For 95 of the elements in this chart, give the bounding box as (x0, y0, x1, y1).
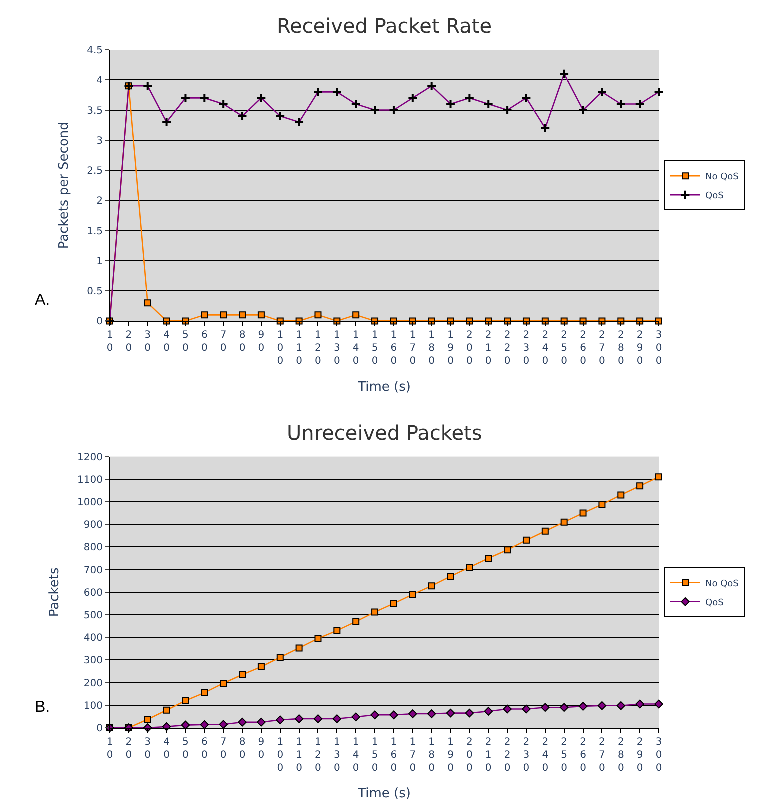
x-tick-label: 240 (542, 330, 549, 368)
x-tick-label: 300 (656, 330, 662, 368)
x-tick-label: 40 (164, 330, 170, 354)
y-tick-label: 1 (96, 256, 103, 268)
x-axis-title: Time (s) (357, 786, 411, 802)
y-tick-label: 100 (84, 700, 103, 712)
x-tick-label: 190 (448, 330, 454, 368)
x-tick-label: 170 (410, 737, 416, 774)
x-tick-label: 280 (618, 330, 624, 368)
x-tick-label: 250 (561, 737, 568, 774)
x-tick-label: 230 (523, 330, 530, 368)
x-tick-label: 80 (239, 737, 246, 761)
x-tick-label: 140 (352, 737, 360, 774)
y-tick-label: 400 (84, 633, 103, 644)
x-tick-label: 20 (126, 737, 132, 761)
x-tick-label: 220 (504, 737, 511, 774)
text: B. (35, 699, 50, 716)
y-tick-label: 3.5 (87, 106, 103, 117)
x-tick-label: 130 (334, 330, 340, 368)
x-tick-label: 30 (144, 330, 152, 354)
x-tick-label: 270 (599, 737, 606, 774)
x-tick-label: 290 (636, 737, 644, 774)
x-tick-label: 150 (372, 737, 378, 774)
x-tick-label: 200 (466, 737, 473, 774)
x-tick-label: 50 (182, 330, 189, 354)
y-tick-label: 1100 (78, 474, 103, 486)
x-tick-label: 250 (561, 330, 568, 368)
y-tick-label: 0 (96, 724, 103, 734)
chart-title: Received Packet Rate (277, 14, 492, 38)
x-tick-label: 30 (144, 737, 152, 761)
x-tick-label: 180 (428, 737, 436, 774)
x-tick-label: 230 (523, 737, 530, 774)
x-axis-title: Time (s) (357, 380, 411, 395)
x-tick-label: 100 (277, 330, 284, 368)
x-tick-label: 20 (126, 330, 132, 354)
text: A. (35, 292, 50, 309)
x-tick-label: 210 (485, 330, 492, 368)
x-tick-label: 140 (352, 330, 360, 368)
y-tick-label: 2 (96, 196, 103, 208)
x-tick-label: 220 (504, 330, 511, 368)
x-tick-label: 70 (220, 330, 227, 354)
y-tick-label: 800 (84, 542, 103, 554)
x-tick-label: 90 (258, 330, 265, 354)
x-tick-label: 160 (390, 330, 398, 368)
x-tick-label: 110 (296, 737, 302, 774)
legend-label: No QoS (705, 172, 740, 183)
x-tick-label: 240 (542, 737, 549, 774)
x-tick-label: 60 (201, 330, 208, 354)
x-tick-label: 10 (106, 737, 114, 761)
x-tick-label: 60 (201, 737, 208, 761)
legend-label: QoS (705, 598, 724, 608)
x-tick-label: 260 (580, 330, 586, 368)
x-tick-label: 300 (656, 737, 662, 774)
x-tick-label: 200 (466, 330, 473, 368)
y-tick-label: 2.5 (87, 166, 103, 178)
y-axis-title: Packets per Second (57, 122, 72, 250)
legend-label: No QoS (705, 579, 740, 590)
x-tick-label: 90 (258, 737, 265, 761)
x-tick-label: 190 (448, 737, 454, 774)
x-tick-label: 280 (618, 737, 624, 774)
y-tick-label: 4 (96, 76, 103, 87)
y-tick-label: 1.5 (87, 226, 103, 238)
y-tick-label: 300 (84, 656, 103, 667)
x-tick-label: 120 (315, 330, 322, 368)
y-axis-title: Packets (47, 568, 62, 618)
x-tick-label: 270 (599, 330, 606, 368)
x-tick-label: 10 (106, 330, 114, 354)
x-tick-label: 180 (428, 330, 436, 368)
y-tick-label: 1000 (78, 498, 103, 508)
y-tick-label: 600 (84, 588, 103, 599)
x-tick-label: 120 (315, 737, 322, 774)
x-tick-label: 40 (164, 737, 170, 761)
x-tick-label: 110 (296, 330, 302, 368)
y-tick-label: 200 (84, 678, 103, 690)
x-tick-label: 80 (239, 330, 246, 354)
y-tick-label: 0 (96, 316, 103, 328)
x-tick-label: 170 (410, 330, 416, 368)
x-tick-label: 290 (636, 330, 644, 368)
y-tick-label: 3 (96, 136, 103, 147)
y-tick-label: 0.5 (87, 286, 103, 298)
x-tick-label: 130 (334, 737, 340, 774)
y-tick-label: 700 (84, 565, 103, 576)
y-tick-label: 4.5 (87, 46, 103, 56)
legend-label: QoS (705, 192, 724, 202)
x-tick-label: 100 (277, 737, 284, 774)
x-tick-label: 70 (220, 737, 227, 761)
x-tick-label: 160 (390, 737, 398, 774)
x-tick-label: 150 (372, 330, 378, 368)
y-tick-label: 1200 (78, 452, 103, 464)
y-tick-label: 500 (84, 610, 103, 622)
x-tick-label: 260 (580, 737, 586, 774)
y-tick-label: 900 (84, 520, 103, 532)
chart-title: Unreceived Packets (287, 421, 482, 445)
x-tick-label: 50 (182, 737, 189, 761)
x-tick-label: 210 (485, 737, 492, 774)
